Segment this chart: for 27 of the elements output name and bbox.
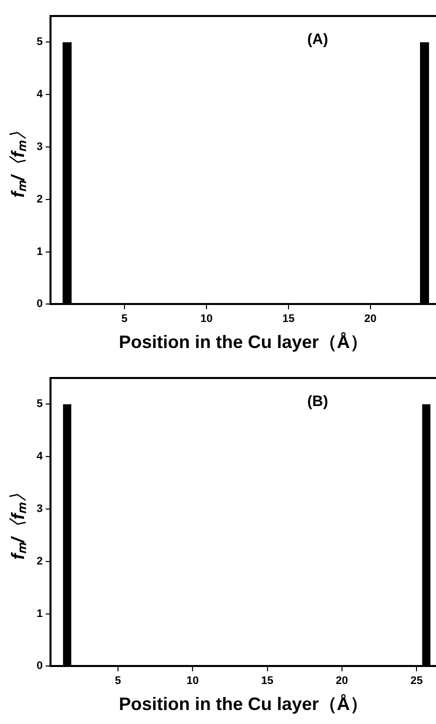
x-tick-label: 15 bbox=[261, 674, 274, 687]
x-tick-label: 25 bbox=[410, 674, 423, 687]
annotation: (A) bbox=[307, 31, 328, 48]
x-tick-label: 5 bbox=[114, 674, 121, 687]
y-tick-label: 0 bbox=[36, 298, 43, 310]
y-tick-label: 4 bbox=[36, 450, 44, 463]
y-tick-label: 5 bbox=[36, 36, 43, 48]
x-tick-label: 20 bbox=[364, 312, 377, 325]
x-tick-label: 15 bbox=[282, 312, 295, 325]
y-tick-label: 1 bbox=[36, 246, 43, 258]
x-axis-title: Position in the Cu layer（Å） bbox=[118, 332, 368, 352]
y-tick-label: 2 bbox=[36, 555, 43, 568]
y-tick-label: 3 bbox=[36, 503, 43, 516]
x-tick-label: 10 bbox=[200, 312, 213, 325]
y-axis-title: fₘ/〈fₘ〉 bbox=[8, 122, 28, 198]
x-tick-label: 5 bbox=[121, 312, 128, 325]
y-tick-label: 0 bbox=[36, 660, 43, 672]
x-tick-label: 10 bbox=[186, 674, 199, 687]
y-tick-label: 5 bbox=[36, 398, 43, 410]
y-tick-label: 4 bbox=[36, 88, 44, 101]
x-axis-title: Position in the Cu layer（Å） bbox=[118, 694, 368, 714]
y-tick-label: 1 bbox=[36, 608, 43, 620]
y-axis-title: fₘ/〈fₘ〉 bbox=[8, 484, 28, 560]
y-tick-label: 3 bbox=[36, 141, 43, 154]
y-tick-label: 2 bbox=[36, 193, 43, 206]
annotation: (B) bbox=[307, 393, 328, 410]
x-tick-label: 20 bbox=[336, 674, 348, 687]
